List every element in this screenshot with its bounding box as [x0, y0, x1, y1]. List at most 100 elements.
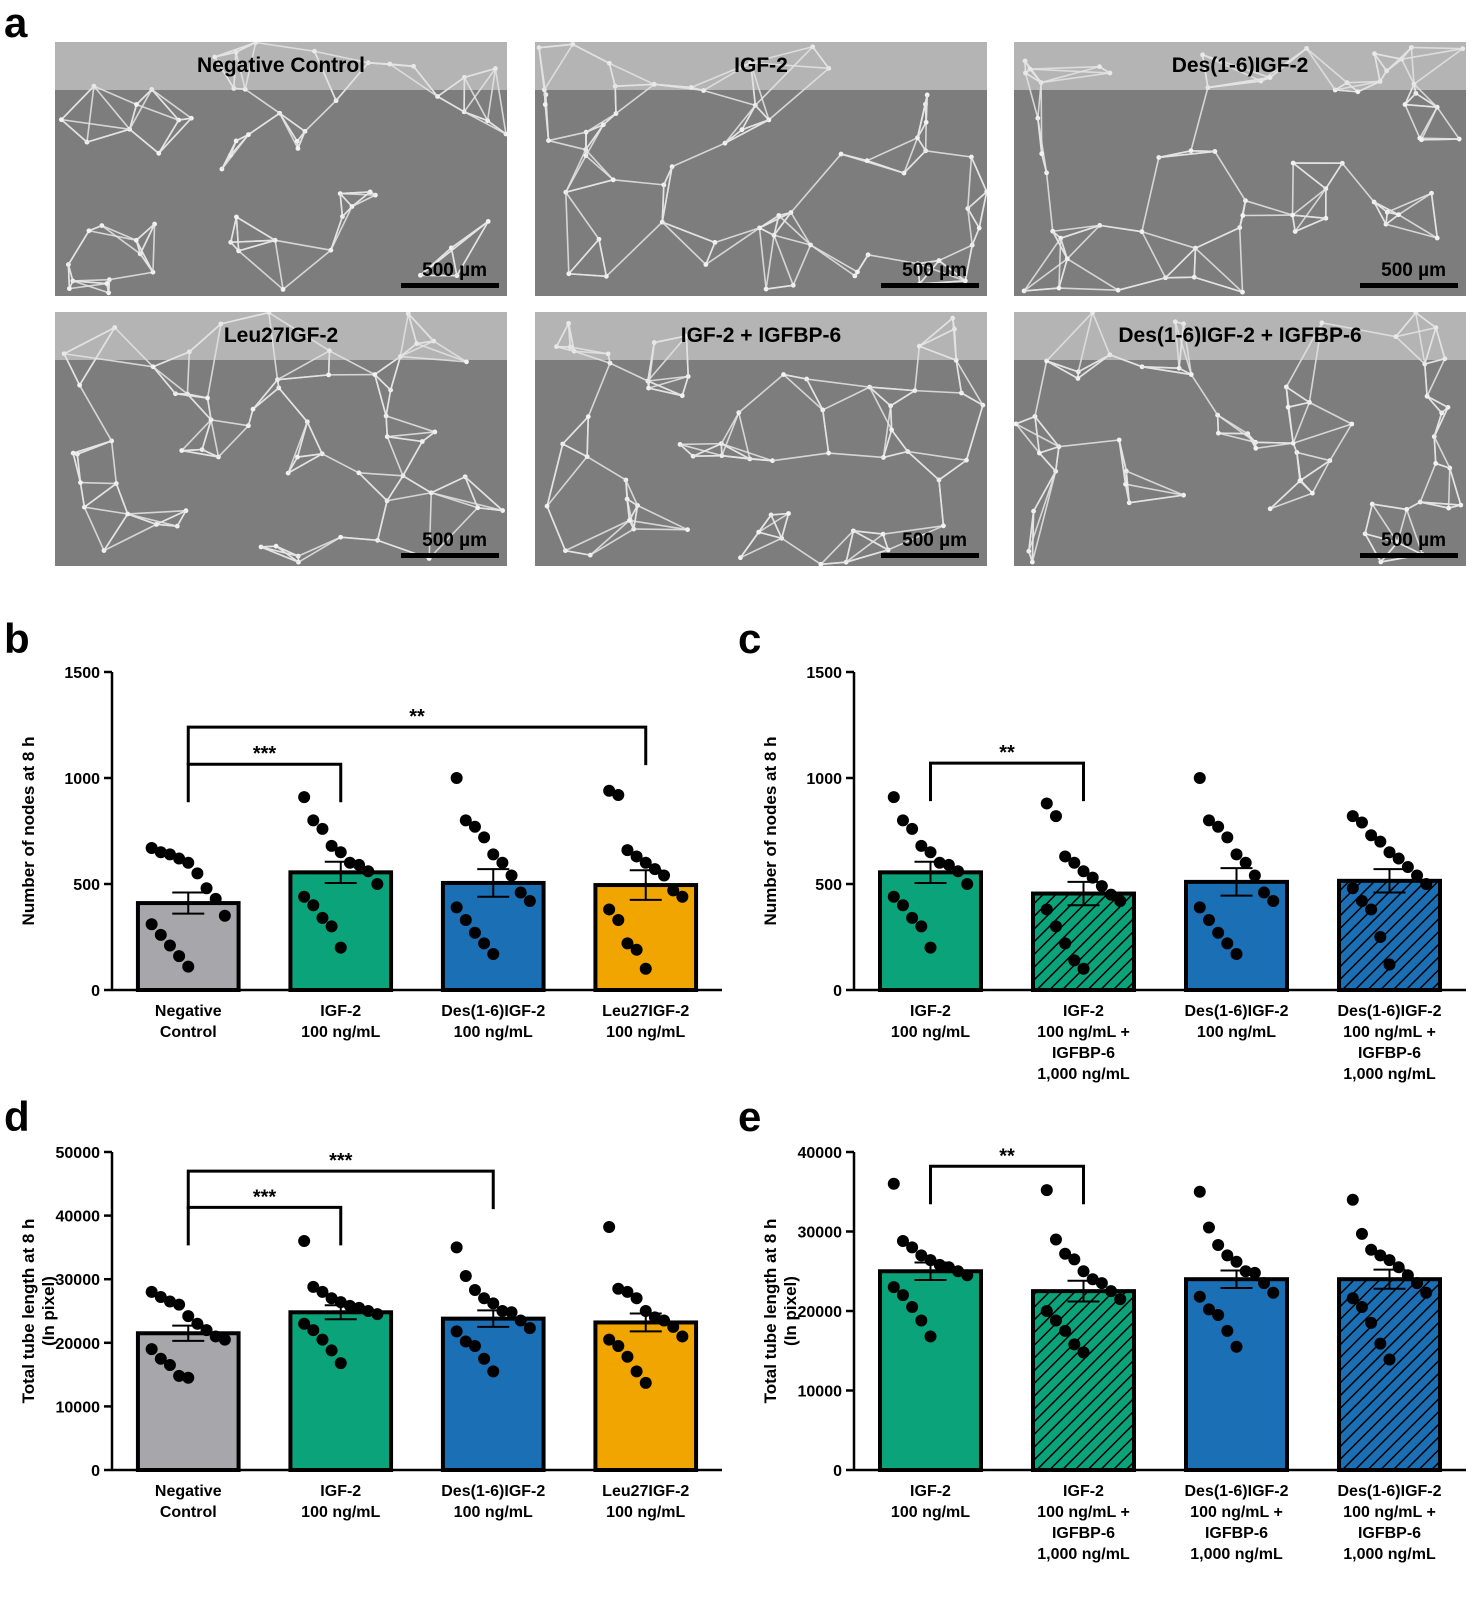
cell-network-strand [456, 220, 489, 277]
cell-network-strand [1435, 462, 1451, 469]
y-tick-label: 30000 [798, 1225, 843, 1242]
data-point [505, 869, 518, 882]
scale-bar [1360, 283, 1458, 288]
cell-network-strand [1060, 224, 1100, 239]
data-point [468, 926, 481, 939]
cell-node [86, 228, 92, 234]
data-point [1365, 1243, 1378, 1256]
x-tick-label-line: 100 ng/mL [891, 1024, 970, 1041]
cell-network-strand [282, 249, 332, 291]
cell-network-strand [938, 259, 966, 282]
data-point [334, 1296, 347, 1309]
data-point [658, 1314, 671, 1327]
data-point [1212, 1239, 1225, 1252]
data-point [1355, 1301, 1368, 1314]
data-point [1040, 797, 1053, 810]
cell-network-strand [1040, 82, 1043, 154]
bar [1031, 1289, 1136, 1472]
cell-network-strand [1194, 276, 1243, 293]
cell-network-strand [158, 117, 192, 154]
cell-node [1404, 507, 1410, 512]
cell-network-strand [1195, 226, 1241, 249]
cell-network-strand [389, 356, 402, 391]
data-point [182, 1310, 195, 1323]
scale-bar [1360, 553, 1458, 558]
significance-bracket [186, 1169, 495, 1210]
cell-network-strand [925, 94, 928, 123]
micrograph-title: Leu27IGF-2 [55, 312, 507, 360]
cell-network-strand [916, 137, 927, 152]
cell-node [134, 102, 139, 107]
cell-network-strand [820, 530, 854, 565]
cell-network-strand [1245, 199, 1293, 216]
cell-node [685, 527, 690, 533]
cell-network-strand [72, 280, 107, 285]
data-point [612, 1339, 625, 1352]
data-point [353, 1301, 366, 1314]
x-tick-label: Des(1-6)IGF-2 100 ng/mL + IGFBP-6 1,000 ng/… [1337, 1003, 1441, 1083]
data-point [1049, 1233, 1062, 1246]
data-point [915, 1249, 928, 1262]
cell-network-strand [1385, 223, 1438, 239]
cell-node [1036, 450, 1042, 456]
cell-network-strand [845, 530, 855, 563]
data-point [307, 814, 320, 827]
cell-network-strand [1294, 217, 1327, 233]
cell-network-strand [1404, 92, 1417, 106]
scale-bar-label: 500 µm [422, 530, 487, 551]
cell-network-strand [1299, 480, 1313, 494]
cell-network-strand [437, 95, 465, 113]
data-point [459, 914, 472, 927]
x-tick-label-line: Control [160, 1504, 217, 1521]
cell-node [964, 457, 969, 463]
cell-network-strand [351, 194, 376, 208]
cell-network-strand [1309, 401, 1353, 425]
cell-network-strand [1269, 492, 1313, 510]
data-point [1202, 1221, 1215, 1234]
cell-node [1212, 149, 1218, 154]
cell-network-strand [1052, 224, 1100, 233]
cell-network-strand [186, 393, 212, 421]
cell-network-strand [1141, 231, 1167, 279]
cell-network-strand [109, 271, 154, 281]
cell-node [485, 218, 491, 224]
cell-network-strand [758, 531, 782, 540]
cell-network-strand [1404, 104, 1421, 139]
cell-node [78, 480, 83, 486]
cell-node [372, 372, 378, 377]
cell-node [104, 281, 110, 286]
cell-network-strand [1420, 501, 1449, 509]
cell-network-strand [1031, 471, 1057, 563]
data-point [1095, 880, 1108, 893]
cell-network-strand [1194, 247, 1244, 293]
cell-network-strand [1141, 157, 1160, 232]
cell-network-strand [661, 166, 673, 223]
x-tick-label: Des(1-6)IGF-2 100 ng/mL + IGFBP-6 1,000 ng/… [1184, 1483, 1288, 1563]
x-tick-label-line: 100 ng/mL + [1037, 1024, 1130, 1041]
cell-node [133, 237, 139, 243]
cell-network-strand [869, 386, 892, 407]
cell-network-strand [1015, 415, 1036, 425]
data-point [496, 1305, 509, 1317]
data-point [325, 920, 338, 933]
data-point [1374, 835, 1387, 848]
cell-network-strand [1038, 452, 1057, 472]
data-point [1202, 1303, 1215, 1316]
cell-network-strand [565, 192, 570, 274]
cell-network-strand [1287, 407, 1294, 444]
cell-network-strand [781, 537, 822, 565]
cell-network-strand [721, 412, 740, 456]
data-point [933, 856, 946, 869]
data-point [924, 941, 937, 954]
data-point [450, 1241, 463, 1254]
data-point [478, 1352, 491, 1365]
x-tick-label-line: 1,000 ng/mL [1037, 1546, 1130, 1563]
y-tick-label: 500 [815, 877, 842, 894]
data-point [478, 831, 491, 844]
cell-network-strand [79, 482, 86, 508]
cell-network-strand [679, 443, 694, 457]
cell-network-strand [487, 120, 507, 135]
cell-network-strand [680, 442, 722, 446]
data-point [1068, 954, 1081, 967]
cell-network-strand [156, 509, 187, 526]
